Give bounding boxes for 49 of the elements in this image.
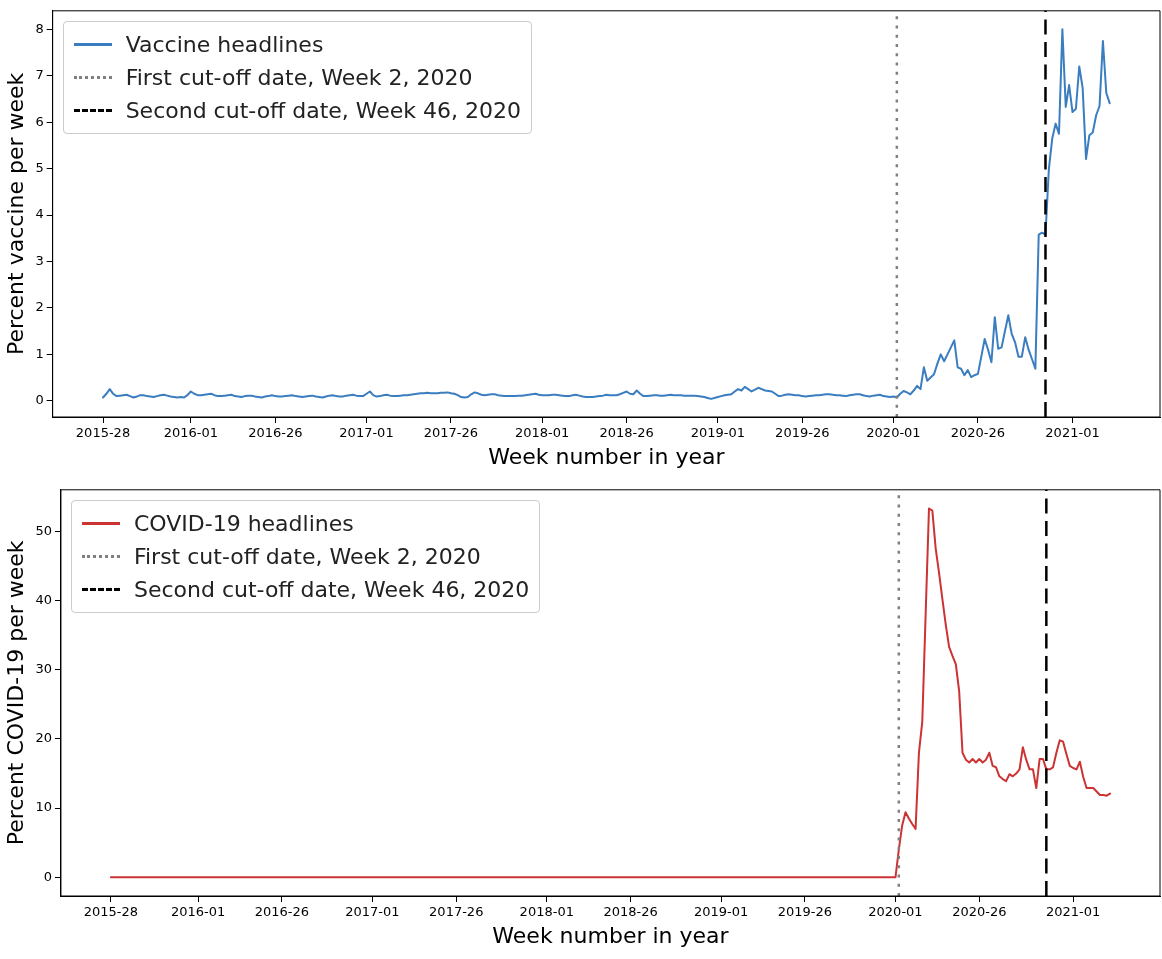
x-tick-label: 2015-28 bbox=[75, 425, 131, 441]
x-tick-label: 2021-01 bbox=[1046, 904, 1101, 920]
text: First cut-off date, Week 2, 2020 bbox=[133, 543, 481, 569]
x-tick-label: 2018-01 bbox=[514, 425, 570, 441]
text: Second cut-off date, Week 46, 2020 bbox=[125, 97, 522, 123]
x-tick-label: 2021-01 bbox=[1045, 425, 1100, 441]
x-tick-label: 2019-26 bbox=[777, 904, 833, 920]
x-tick-label: 2017-26 bbox=[429, 904, 484, 920]
x-axis-title: Week number in year bbox=[488, 443, 726, 469]
x-tick-label: 2016-26 bbox=[254, 904, 310, 920]
x-tick-label: 2018-01 bbox=[519, 904, 574, 920]
y-tick-label: 30 bbox=[35, 661, 52, 677]
x-tick-label: 2016-26 bbox=[248, 425, 303, 441]
y-tick-label: 6 bbox=[35, 113, 44, 129]
x-tick-label: 2018-26 bbox=[603, 904, 658, 920]
y-tick-label: 7 bbox=[35, 67, 44, 83]
y-tick-label: 3 bbox=[35, 252, 44, 268]
y-axis-title: Percent vaccine per week bbox=[2, 72, 28, 356]
x-tick-label: 2020-26 bbox=[950, 425, 1006, 441]
x-tick-label: 2018-26 bbox=[599, 425, 654, 441]
y-tick-label: 5 bbox=[35, 160, 44, 176]
y-tick-label: 20 bbox=[35, 730, 52, 746]
x-tick-label: 2016-01 bbox=[170, 904, 226, 920]
x-tick-label: 2020-01 bbox=[868, 904, 923, 920]
y-axis-title: Percent COVID-19 per week bbox=[2, 540, 28, 846]
y-tick-label: 1 bbox=[35, 345, 44, 361]
legend-label: Vaccine headlines bbox=[125, 31, 324, 57]
text: First cut-off date, Week 2, 2020 bbox=[125, 64, 473, 90]
x-tick-label: 2017-01 bbox=[345, 904, 400, 920]
text: Second cut-off date, Week 46, 2020 bbox=[133, 576, 530, 602]
x-tick-label: 2019-01 bbox=[690, 425, 745, 441]
x-tick-label: 2019-01 bbox=[693, 904, 749, 920]
y-tick-label: 10 bbox=[35, 799, 52, 815]
x-tick-label: 2017-26 bbox=[423, 425, 479, 441]
y-tick-label: 4 bbox=[35, 206, 44, 222]
y-tick-label: 0 bbox=[35, 392, 44, 408]
x-tick-label: 2020-01 bbox=[866, 425, 921, 441]
legend-label: COVID-19 headlines bbox=[133, 510, 354, 536]
x-tick-label: 2017-01 bbox=[339, 425, 394, 441]
x-tick-label: 2020-26 bbox=[952, 904, 1007, 920]
y-tick-label: 0 bbox=[43, 868, 52, 884]
y-tick-label: 40 bbox=[35, 591, 52, 607]
x-axis-title: Week number in year bbox=[492, 922, 730, 948]
x-tick-label: 2015-28 bbox=[83, 904, 139, 920]
y-tick-label: 8 bbox=[35, 20, 44, 36]
y-tick-label: 50 bbox=[35, 522, 52, 538]
x-tick-label: 2016-01 bbox=[163, 425, 218, 441]
y-tick-label: 2 bbox=[35, 299, 44, 315]
x-tick-label: 2019-26 bbox=[775, 425, 830, 441]
